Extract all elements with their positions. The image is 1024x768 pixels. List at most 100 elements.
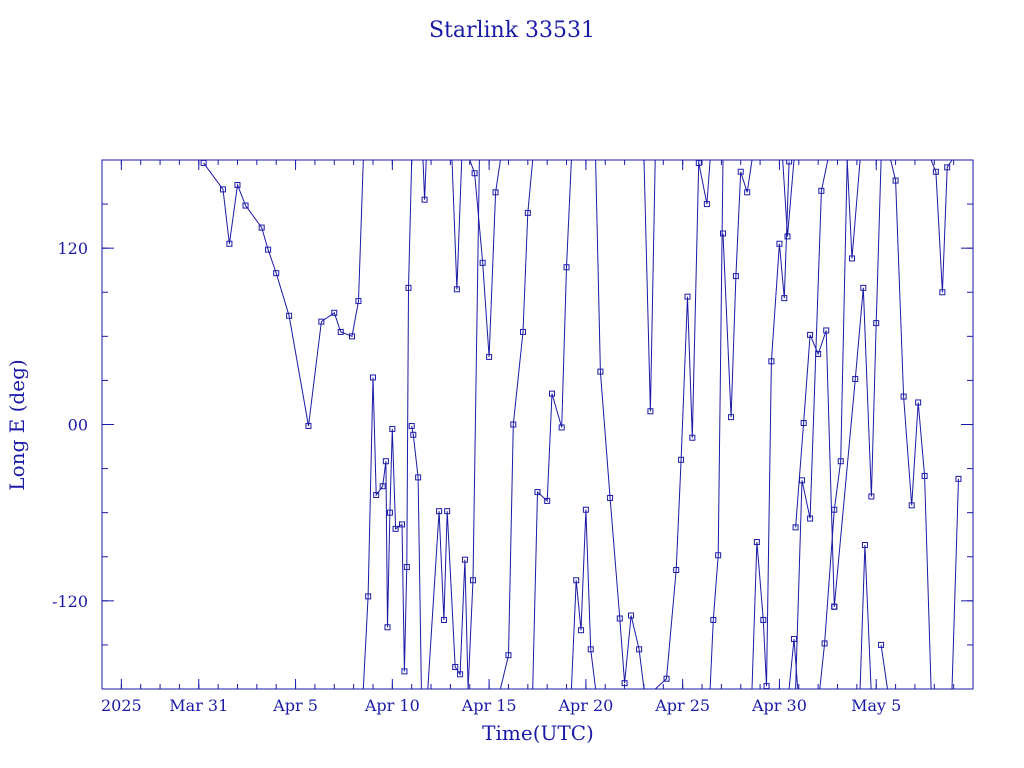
- data-point: [728, 414, 735, 421]
- x-tick-label: Apr 20: [557, 696, 613, 715]
- data-point: [873, 320, 880, 327]
- series-line: [709, 160, 724, 689]
- data-point: [365, 593, 372, 600]
- y-axis-label: Long E (deg): [5, 359, 29, 490]
- data-point: [582, 506, 589, 513]
- data-point: [200, 160, 207, 166]
- data-point: [786, 160, 793, 165]
- series-line: [643, 160, 656, 412]
- data-point: [510, 421, 517, 428]
- data-point: [753, 539, 760, 546]
- data-point: [382, 458, 389, 465]
- data-point: [384, 624, 391, 631]
- data-point: [892, 177, 899, 184]
- data-point: [226, 240, 233, 247]
- y-tick-label: -120: [52, 592, 88, 611]
- data-point: [452, 663, 459, 670]
- data-point: [939, 289, 946, 296]
- data-point: [900, 393, 907, 400]
- series-line: [722, 160, 753, 418]
- data-point: [878, 641, 885, 648]
- series-line: [859, 544, 872, 689]
- x-tick-label: Apr 15: [461, 696, 517, 715]
- y-tick-label: 120: [57, 239, 88, 258]
- data-point: [818, 187, 825, 194]
- data-point: [710, 616, 717, 623]
- data-point: [607, 494, 614, 501]
- series-line: [451, 160, 463, 290]
- series-line: [782, 160, 795, 237]
- data-point: [807, 515, 814, 522]
- data-point: [286, 312, 293, 319]
- data-point: [410, 431, 417, 438]
- data-point: [678, 456, 685, 463]
- data-point: [405, 284, 412, 291]
- series-line: [654, 160, 700, 689]
- data-point: [852, 375, 859, 382]
- series-line: [890, 160, 932, 689]
- data-point: [861, 541, 868, 548]
- data-point: [684, 293, 691, 300]
- data-point: [647, 408, 654, 415]
- x-tick-label: 2025: [101, 696, 142, 715]
- data-point: [524, 209, 531, 216]
- x-tick-label: Apr 30: [751, 696, 807, 715]
- data-point: [695, 160, 702, 166]
- data-point: [821, 640, 828, 647]
- data-point: [807, 331, 814, 338]
- chart-title: Starlink 33531: [429, 18, 595, 43]
- x-tick-label: Apr 5: [272, 696, 318, 715]
- plot-frame: [101, 159, 974, 690]
- x-tick-label: Mar 31: [169, 696, 228, 715]
- data-point: [944, 164, 951, 171]
- series-line: [846, 160, 861, 259]
- series-line: [411, 425, 422, 689]
- series-line: [499, 160, 534, 689]
- data-point: [549, 390, 556, 397]
- data-point: [621, 680, 628, 687]
- data-point: [563, 264, 570, 271]
- series-line: [951, 478, 959, 689]
- x-tick-label: May 5: [851, 696, 901, 715]
- data-point: [837, 458, 844, 465]
- data-point: [784, 233, 791, 240]
- series-line: [788, 638, 799, 689]
- data-point: [544, 497, 551, 504]
- data-point: [689, 434, 696, 441]
- data-point: [349, 333, 356, 340]
- data-point: [860, 284, 867, 291]
- series-line: [795, 330, 835, 607]
- data-point: [823, 327, 830, 334]
- data-point: [800, 420, 807, 427]
- series-line: [930, 160, 953, 293]
- data-point: [776, 240, 783, 247]
- series-line: [698, 160, 711, 205]
- data-point: [597, 368, 604, 375]
- data-point: [469, 577, 476, 584]
- data-point: [519, 328, 526, 335]
- data-point: [719, 230, 726, 237]
- data-point: [815, 350, 822, 357]
- tick-labels: 2025 Mar 31 Apr 5 Apr 10 Apr 15 Apr 20 Apr 25 A…: [52, 239, 901, 715]
- series-line: [595, 160, 645, 689]
- data-point: [242, 202, 249, 209]
- data-point: [663, 675, 670, 682]
- data-point: [265, 246, 272, 253]
- data-point: [715, 552, 722, 559]
- data-point: [369, 374, 376, 381]
- data-point: [389, 425, 396, 432]
- data-point: [760, 616, 767, 623]
- data-point: [955, 475, 962, 482]
- series-line: [833, 160, 882, 607]
- data-point: [234, 181, 241, 188]
- data-point: [258, 224, 265, 231]
- data-point: [457, 671, 464, 678]
- data-point: [849, 255, 856, 262]
- series-line: [570, 509, 597, 689]
- data-point: [436, 508, 443, 515]
- data-point: [386, 509, 393, 516]
- axis-ticks: [102, 160, 973, 689]
- data-point: [471, 170, 478, 177]
- data-point: [744, 189, 751, 196]
